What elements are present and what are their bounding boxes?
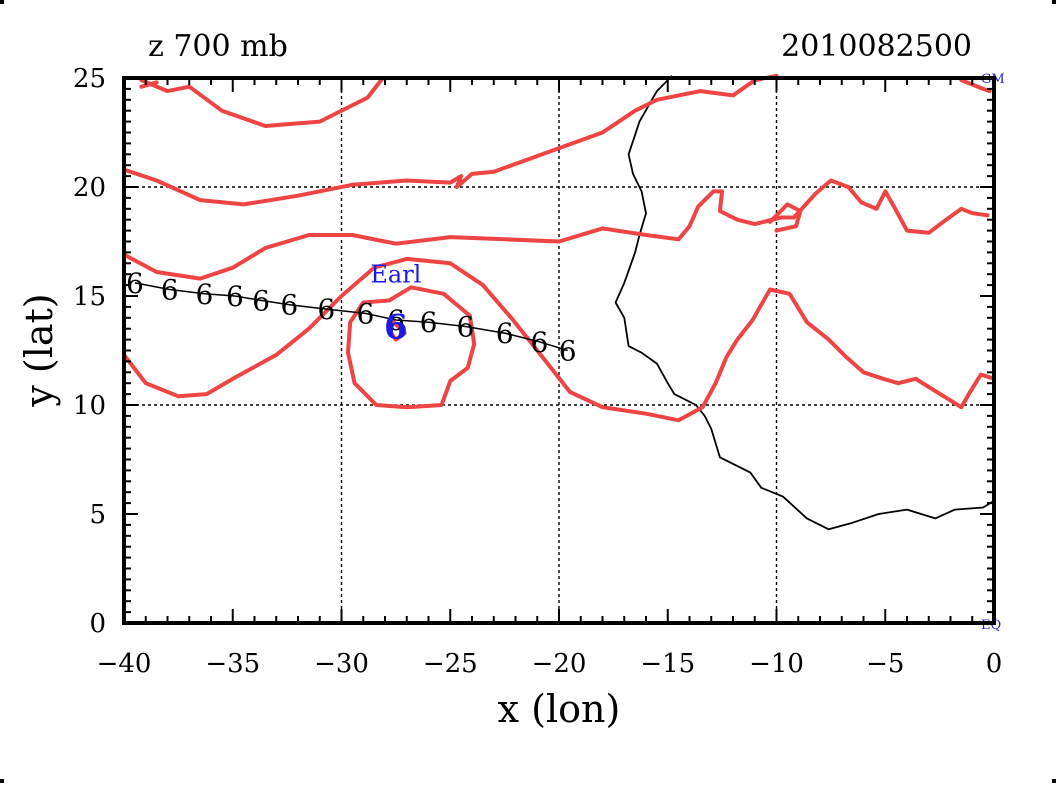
contour-line [139,76,385,128]
storm-track-symbol: 6 [357,297,375,330]
y-tick-label: 5 [89,500,106,530]
x-tick-label: −25 [423,649,478,679]
storm-track-symbol: 6 [559,335,577,368]
storm-track-symbol: 6 [280,289,298,322]
corner-label-eq: EQ [981,618,1001,633]
storm-track-symbol: 6 [317,293,335,326]
y-tick-label: 0 [89,609,106,639]
contour-line [122,73,779,207]
storm-track-symbol: 6 [161,273,179,306]
contour-line [122,256,996,423]
storm-current-position-marker: 6 [384,308,408,348]
y-tick-label: 15 [73,282,106,312]
storm-track-symbol: 6 [252,284,270,317]
storm-track-symbol: 6 [196,278,214,311]
y-axis-label: y (lat) [17,293,61,407]
chart-title-left: z 700 mb [148,29,288,64]
contour-line [139,80,159,89]
gridlines [124,78,994,623]
y-tick-label: 20 [73,173,106,203]
x-axis-label: x (lon) [498,687,621,731]
y-tick-label: 25 [73,64,106,94]
plot-axes [122,76,996,625]
storm-track-symbol: 6 [226,280,244,313]
contour-line [768,202,803,233]
storm-track-symbol: 6 [496,317,514,350]
storm-track-symbol: 6 [531,326,549,359]
frame-corner-mark [1052,0,1056,4]
x-tick-label: −15 [640,649,695,679]
storm-track-symbol: 6 [126,267,144,300]
contour-line [387,320,407,342]
x-tick-label: −40 [97,649,152,679]
chart-title-right: 2010082500 [781,29,972,64]
contour-lines [122,73,996,423]
storm-track-line [134,282,568,352]
x-tick-label: −35 [205,649,260,679]
coastline [614,75,995,531]
storm-track-symbol: 6 [387,304,405,337]
x-tick-label: −10 [749,649,804,679]
x-tick-label: −20 [532,649,587,679]
frame-corner-mark [1052,779,1056,783]
frame-corner-mark [0,0,4,4]
contour-line [346,285,477,410]
contour-line [122,178,990,281]
storm-track-symbol: 6 [420,306,438,339]
y-tick-label: 10 [73,391,106,421]
storm-name-label: Earl [370,261,421,289]
x-tick-label: −5 [866,649,904,679]
storm-track-symbol: 6 [457,311,475,344]
x-tick-label: −30 [314,649,369,679]
tick-labels: −40 −35 −30 −25 −20 −15 −10 −5 0 0 5 10 15 20 25 [73,64,1002,679]
x-tick-label: 0 [986,649,1003,679]
contour-line [959,78,992,94]
frame-corner-mark [0,779,4,783]
coastline-line [614,75,995,531]
